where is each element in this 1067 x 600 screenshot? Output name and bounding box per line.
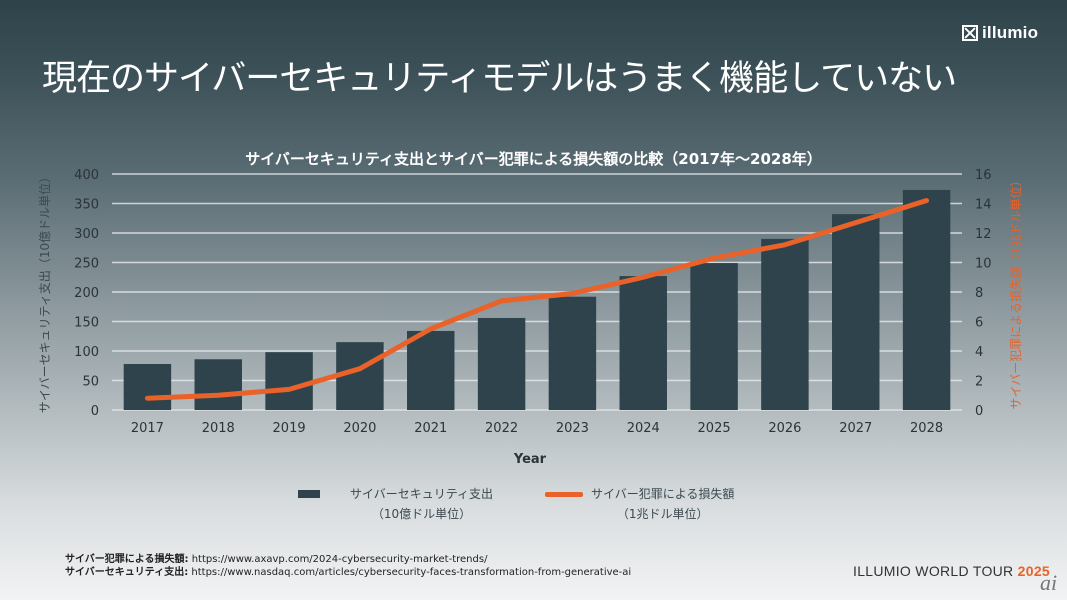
- legend-item-losses: サイバー犯罪による損失額 （1兆ドル単位）: [545, 484, 734, 524]
- bar-2021: [407, 330, 455, 410]
- x-tick: 2026: [768, 421, 801, 436]
- legend-line-swatch: [545, 492, 583, 497]
- x-tick: 2021: [414, 421, 447, 436]
- x-tick: 2028: [910, 421, 943, 436]
- x-axis-label: Year: [513, 452, 547, 467]
- event-year: 2025: [1017, 563, 1051, 579]
- source-line: サイバーセキュリティ支出: https://www.nasdaq.com/art…: [65, 566, 631, 579]
- logo-text: illumio: [982, 23, 1039, 42]
- y-tick-right: 10: [975, 257, 992, 272]
- y-tick-right: 6: [975, 316, 983, 331]
- event-name: ILLUMIO WORLD TOUR: [853, 563, 1014, 579]
- y-tick-right: 12: [975, 227, 992, 242]
- bar-2028: [902, 189, 951, 410]
- x-tick: 2027: [839, 421, 872, 436]
- event-branding: ILLUMIO WORLD TOUR 2025: [853, 563, 1050, 579]
- legend-bar-swatch: [298, 490, 320, 498]
- bar-2024: [619, 276, 667, 410]
- y-axis-label-right: サイバー犯罪による損失額（1兆ドル単位）: [1008, 174, 1023, 409]
- x-tick: 2017: [131, 421, 164, 436]
- y-tick-right: 14: [975, 198, 992, 213]
- x-tick: 2018: [202, 421, 235, 436]
- y-tick-left: 100: [74, 345, 99, 360]
- source-label: サイバー犯罪による損失額:: [65, 554, 189, 565]
- slide-title: 現在のサイバーセキュリティモデルはうまく機能していない: [42, 59, 957, 99]
- bar-2023: [548, 296, 597, 410]
- bar-2018: [194, 359, 242, 410]
- y-tick-right: 4: [975, 345, 983, 360]
- y-axis-label-left: サイバーセキュリティ支出（10億ドル単位）: [37, 171, 52, 413]
- x-tick: 2020: [343, 421, 376, 436]
- x-tick: 2024: [627, 421, 660, 436]
- watermark-logo: ai: [1040, 570, 1058, 595]
- x-tick: 2025: [698, 421, 731, 436]
- legend-item-spending: サイバーセキュリティ支出 （10億ドル単位）: [298, 484, 493, 524]
- y-tick-right: 0: [975, 404, 983, 419]
- bar-2022: [477, 317, 526, 410]
- source-url[interactable]: https://www.nasdaq.com/articles/cybersec…: [191, 567, 632, 578]
- y-tick-right: 8: [975, 286, 983, 301]
- y-tick-left: 200: [74, 286, 99, 301]
- bar-2025: [690, 263, 738, 410]
- legend-bar-unit: （10億ドル単位）: [371, 507, 472, 521]
- y-tick-left: 300: [74, 227, 99, 242]
- y-tick-left: 50: [82, 375, 99, 390]
- illumio-logo-icon: [962, 25, 978, 41]
- bar-2019: [265, 352, 313, 410]
- legend-line-unit: （1兆ドル単位）: [616, 507, 709, 521]
- x-tick: 2022: [485, 421, 518, 436]
- bar-2017: [123, 363, 172, 410]
- x-tick: 2023: [556, 421, 589, 436]
- source-url[interactable]: https://www.axavp.com/2024-cybersecurity…: [191, 554, 488, 565]
- source-line: サイバー犯罪による損失額: https://www.axavp.com/2024…: [65, 553, 631, 566]
- loss-line: [144, 198, 930, 401]
- source-label: サイバーセキュリティ支出:: [65, 567, 189, 578]
- y-tick-left: 400: [74, 168, 99, 183]
- y-tick-left: 350: [74, 198, 99, 213]
- sources: サイバー犯罪による損失額: https://www.axavp.com/2024…: [65, 553, 631, 579]
- illumio-logo: illumio: [962, 23, 1038, 43]
- y-tick-right: 2: [975, 375, 983, 390]
- y-tick-left: 150: [74, 316, 99, 331]
- chart-title: サイバーセキュリティ支出とサイバー犯罪による損失額の比較（2017年～2028年…: [245, 150, 822, 168]
- y-tick-left: 0: [91, 404, 99, 419]
- legend-bar-label: サイバーセキュリティ支出: [350, 487, 494, 501]
- x-tick: 2019: [273, 421, 306, 436]
- y-tick-left: 250: [74, 257, 99, 272]
- y-tick-right: 16: [975, 168, 992, 183]
- bar-2027: [832, 214, 880, 410]
- bar-2026: [761, 238, 809, 410]
- bar-2020: [336, 342, 384, 410]
- legend-line-label: サイバー犯罪による損失額: [591, 487, 735, 501]
